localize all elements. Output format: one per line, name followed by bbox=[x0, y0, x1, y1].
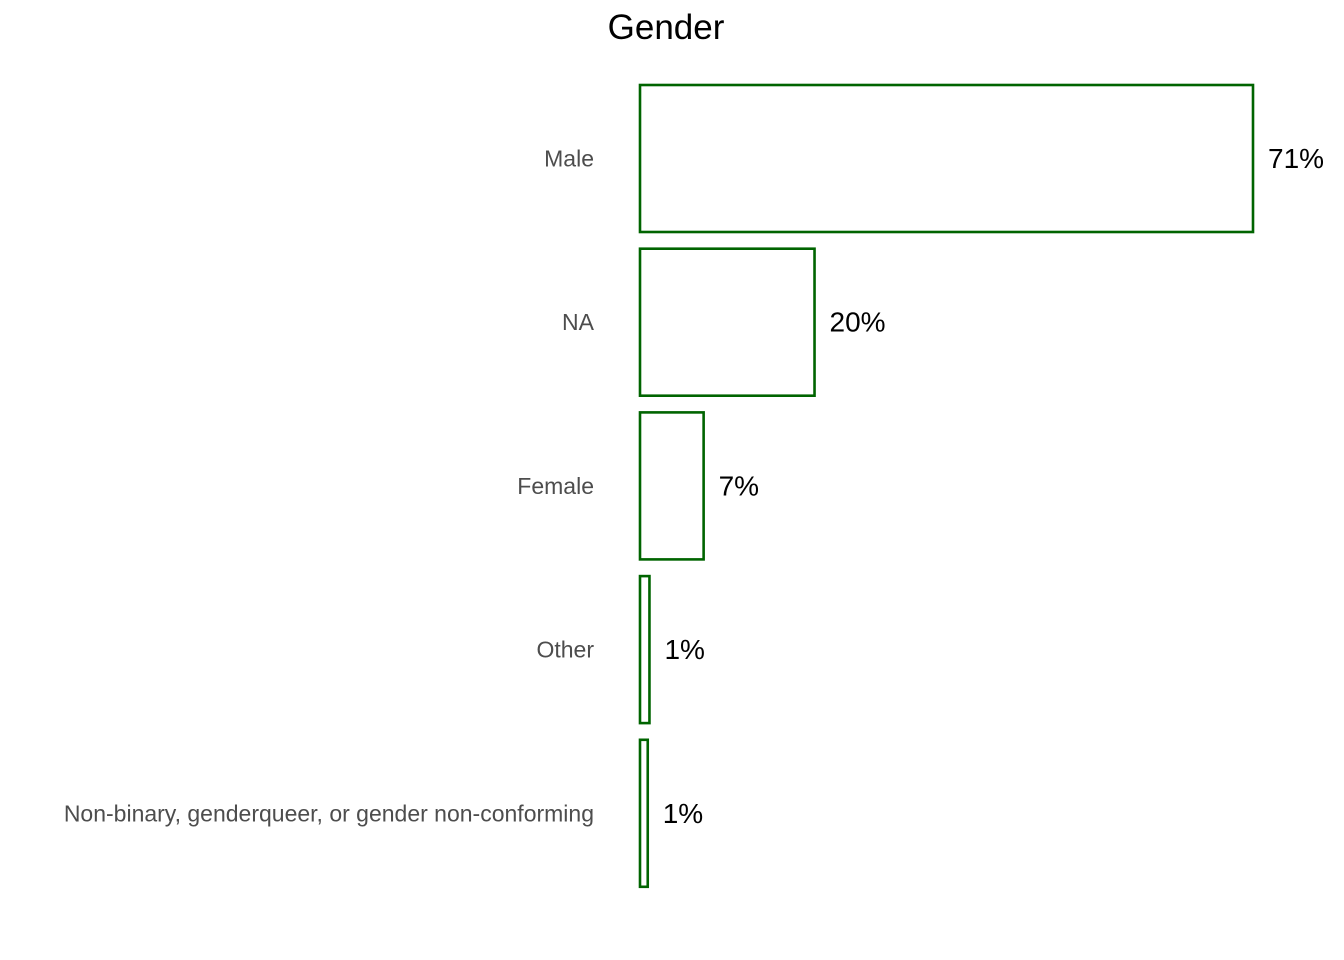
value-label-na: 20% bbox=[830, 307, 886, 338]
value-label-female: 7% bbox=[719, 470, 759, 501]
category-label-other: Other bbox=[536, 637, 594, 663]
category-labels: Male NA Female Other Non-binary, genderqueer… bbox=[64, 146, 595, 827]
bar-other bbox=[638, 574, 651, 725]
category-label-male: Male bbox=[544, 146, 594, 172]
value-label-male: 71% bbox=[1268, 143, 1324, 174]
chart-title: Gender bbox=[608, 8, 725, 47]
value-label-other: 1% bbox=[664, 634, 704, 665]
bar-female bbox=[638, 411, 705, 561]
value-labels: 71% 20% 7% 1% 1% bbox=[663, 143, 1324, 829]
bar-male bbox=[638, 83, 1255, 234]
bars-layer bbox=[638, 83, 1255, 889]
category-label-non-binary-genderqueer-or-gender-non-conforming: Non-binary, genderqueer, or gender non-c… bbox=[64, 800, 594, 826]
bar-na bbox=[638, 247, 816, 397]
category-label-female: Female bbox=[517, 473, 594, 499]
bar-non-binary-genderqueer-or-gender-non-conforming bbox=[638, 738, 650, 889]
value-label-non-binary-genderqueer-or-gender-non-conforming: 1% bbox=[663, 798, 703, 829]
category-label-na: NA bbox=[562, 309, 595, 335]
